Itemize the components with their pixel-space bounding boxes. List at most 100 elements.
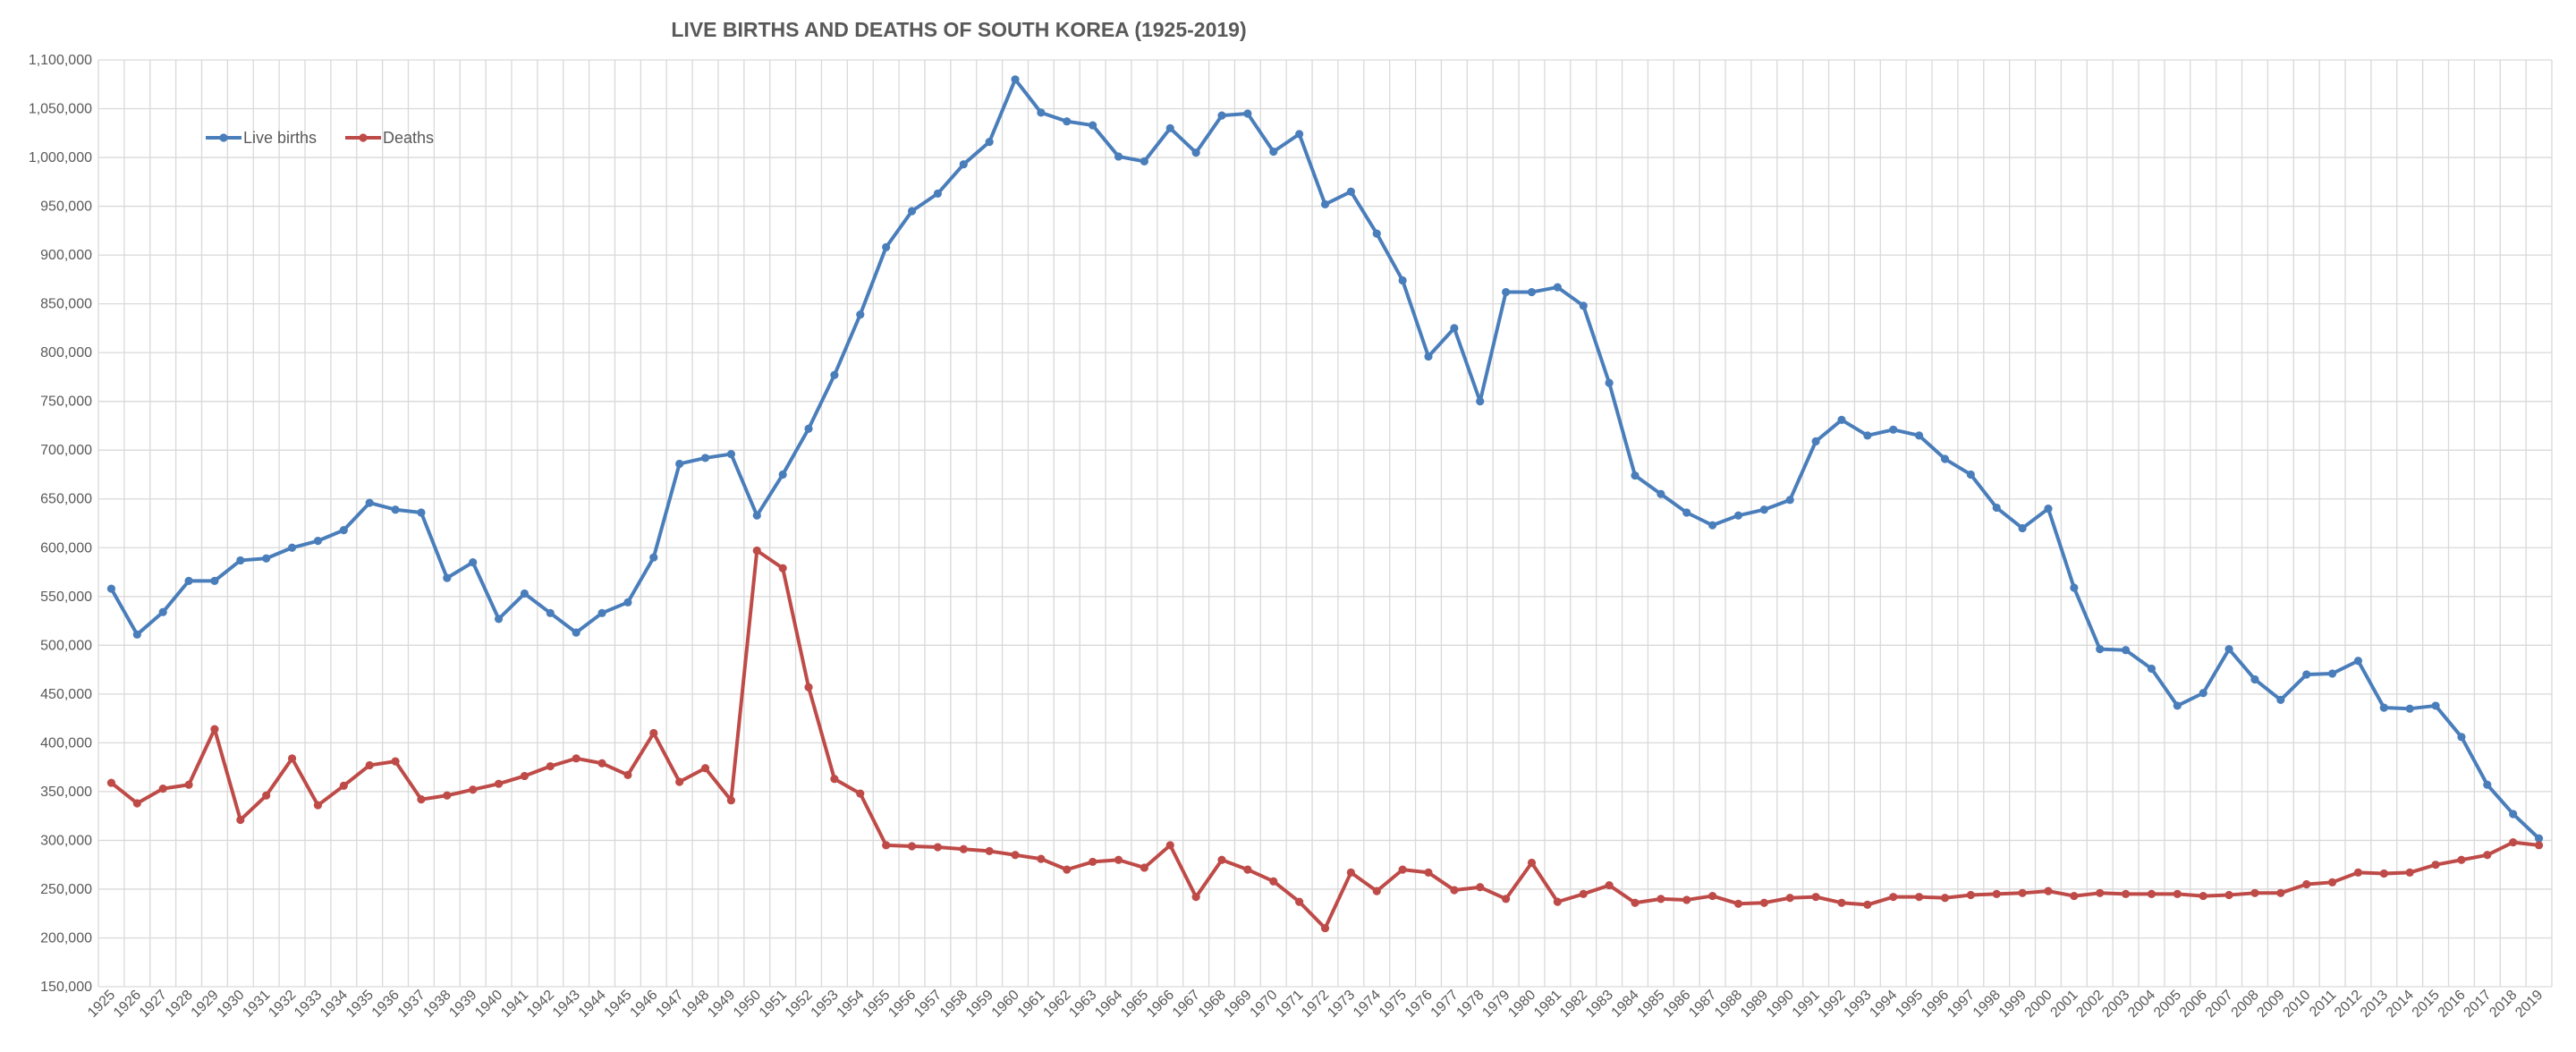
live-births-point (546, 608, 555, 617)
live-births-point (1940, 454, 1950, 463)
live-births-point (391, 505, 400, 514)
deaths-point (106, 778, 116, 787)
legend: Live births Deaths (206, 129, 434, 147)
live-births-point (2250, 674, 2259, 684)
deaths-legend-marker (359, 133, 368, 142)
x-tick-label: 1935 (343, 988, 377, 1021)
y-tick-label: 300,000 (40, 833, 92, 848)
x-tick-label: 2014 (2384, 988, 2417, 1021)
live-births-point (856, 310, 865, 319)
deaths-point (804, 683, 813, 691)
live-births-point (1992, 503, 2001, 513)
deaths-point (365, 760, 374, 770)
live-births-point (907, 207, 917, 216)
y-tick-label: 600,000 (40, 540, 92, 556)
live-births-point (700, 454, 710, 462)
deaths-point (1165, 841, 1174, 850)
deaths-point (2353, 868, 2363, 878)
deaths-point (1450, 886, 1459, 895)
x-tick-label: 2016 (2436, 988, 2469, 1021)
deaths-point (1346, 868, 1355, 878)
deaths-point (1785, 894, 1794, 903)
axis-layer: 150,000 200,000 250,000 300,000 350,000 400,0… (29, 53, 2546, 1021)
deaths-point (287, 754, 297, 763)
x-tick-label: 1958 (937, 988, 970, 1021)
y-tick-label: 150,000 (40, 980, 92, 995)
deaths-point (236, 815, 245, 825)
deaths-point (1863, 900, 1872, 909)
deaths-point (2431, 861, 2440, 870)
deaths-point (933, 843, 942, 852)
x-tick-label: 1947 (653, 988, 686, 1021)
x-tick-label: 1929 (189, 988, 222, 1021)
y-tick-label: 200,000 (40, 930, 92, 946)
x-tick-label: 1970 (1247, 988, 1280, 1021)
deaths-point (1217, 855, 1226, 864)
live-births-point (1785, 496, 1794, 505)
live-births-point (959, 160, 968, 169)
live-births-point (649, 553, 658, 562)
live-births-point (2483, 780, 2492, 789)
live-births-point (597, 608, 606, 617)
x-tick-label: 1995 (1893, 988, 1926, 1021)
live-births-point (262, 554, 271, 563)
live-births-point (1657, 489, 1665, 498)
x-tick-label: 2009 (2254, 988, 2287, 1021)
x-tick-label: 1944 (576, 988, 609, 1021)
x-tick-label: 1968 (1196, 988, 1229, 1021)
live-births-point (2044, 505, 2053, 513)
deaths-point (262, 791, 271, 800)
deaths-point (1372, 887, 1381, 895)
x-tick-label: 1945 (602, 988, 635, 1021)
x-tick-label: 1978 (1453, 988, 1487, 1021)
x-tick-label: 1990 (1764, 988, 1797, 1021)
deaths-point (2276, 888, 2285, 897)
live-births-point (1217, 111, 1226, 120)
x-tick-label: 1985 (1634, 988, 1667, 1021)
live-births-point (726, 449, 736, 459)
deaths-point (132, 799, 141, 808)
deaths-point (469, 785, 478, 794)
deaths-point (1269, 877, 1278, 886)
x-tick-label: 1940 (472, 988, 505, 1021)
x-tick-label: 1934 (318, 988, 351, 1021)
live-births-point (2199, 689, 2207, 698)
deaths-point (494, 779, 504, 788)
live-births-point (469, 558, 478, 567)
live-births-point (236, 556, 245, 565)
deaths-point (1966, 890, 1975, 900)
deaths-point (339, 781, 348, 790)
deaths-point (1063, 865, 1072, 874)
live-births-point (1372, 229, 1381, 238)
y-tick-label: 250,000 (40, 882, 92, 897)
deaths-point (546, 761, 555, 771)
y-tick-label: 500,000 (40, 638, 92, 653)
x-tick-label: 1979 (1479, 988, 1513, 1021)
x-tick-label: 2019 (2512, 988, 2546, 1021)
x-tick-label: 2011 (2307, 988, 2339, 1020)
x-tick-label: 1961 (1015, 988, 1048, 1021)
deaths-point (313, 801, 323, 810)
y-tick-label: 400,000 (40, 735, 92, 751)
x-tick-label: 1998 (1970, 988, 2004, 1021)
x-tick-label: 1938 (420, 988, 453, 1021)
live-births-point (1863, 431, 1872, 440)
live-births-point (106, 584, 116, 593)
x-tick-label: 1980 (1505, 988, 1538, 1021)
deaths-point (2302, 879, 2311, 889)
x-tick-label: 2013 (2358, 988, 2391, 1021)
x-tick-label: 1981 (1531, 988, 1564, 1021)
chart-title: LIVE BIRTHS AND DEATHS OF SOUTH KOREA (1… (671, 18, 1246, 41)
x-tick-label: 1927 (137, 988, 170, 1021)
deaths-point (726, 796, 736, 805)
x-tick-label: 1949 (705, 988, 738, 1021)
deaths-point (2018, 888, 2027, 897)
deaths-point (1527, 858, 1537, 868)
x-tick-label: 1931 (240, 988, 273, 1021)
live-births-point (1889, 425, 1898, 434)
deaths-point (1191, 893, 1200, 902)
deaths-point (2534, 841, 2544, 850)
deaths-point (1631, 898, 1640, 907)
deaths-point (391, 757, 400, 766)
deaths-point (700, 764, 710, 773)
